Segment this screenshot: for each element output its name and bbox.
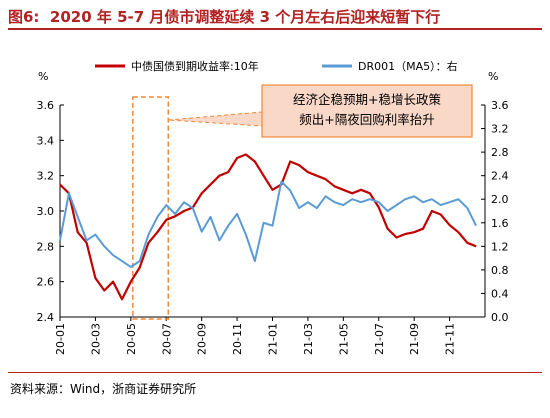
figure-title: 图6: 2020 年 5-7 月债市调整延续 3 个月左右后迎来短暂下行 — [8, 6, 440, 27]
right-tick-label: 0.0 — [491, 311, 509, 324]
callout-text-line: 频出+隔夜回购利率抬升 — [299, 112, 434, 127]
x-tick-label: 20-07 — [160, 323, 173, 355]
x-tick-label: 20-11 — [231, 323, 244, 355]
figure-title-text: 2020 年 5-7 月债市调整延续 3 个月左右后迎来短暂下行 — [49, 8, 441, 26]
right-tick-label: 2.4 — [491, 170, 509, 183]
legend: 中债国债到期收益率:10年 DR001（MA5）：右 — [95, 59, 458, 73]
series-line-cgb-10y — [59, 153, 477, 301]
legend-label-cgb-10y: 中债国债到期收益率:10年 — [131, 59, 259, 73]
right-tick-label: 1.2 — [491, 240, 509, 253]
left-tick-label: 3.6 — [37, 99, 55, 112]
left-tick-label: 2.8 — [37, 240, 55, 253]
right-tick-label: 0.8 — [491, 264, 509, 277]
callout-pointer — [168, 111, 263, 127]
bottom-rule — [8, 372, 542, 373]
series-line-dr001 — [59, 180, 477, 268]
x-tick-label: 21-03 — [302, 323, 315, 355]
x-tick-label: 20-01 — [54, 323, 67, 355]
x-tick-label: 21-11 — [444, 323, 457, 355]
callout-box — [261, 84, 473, 138]
right-tick-label: 3.6 — [491, 99, 509, 112]
left-tick-label: 3.2 — [37, 170, 55, 183]
right-tick-label: 1.6 — [491, 217, 509, 230]
x-tick-label: 21-05 — [337, 323, 350, 355]
callout-text-line: 经济企稳预期+稳增长政策 — [293, 92, 441, 107]
title-rule — [8, 28, 542, 30]
legend-label-dr001: DR001（MA5）：右 — [358, 59, 458, 73]
x-tick-label: 21-07 — [373, 323, 386, 355]
x-tick-label: 20-03 — [89, 323, 102, 355]
x-tick-label: 20-05 — [125, 323, 138, 355]
right-tick-label: 2.0 — [491, 193, 509, 206]
x-tick-label: 20-09 — [196, 323, 209, 355]
left-tick-label: 2.4 — [37, 311, 55, 324]
right-tick-label: 0.4 — [491, 287, 509, 300]
left-tick-label: 2.6 — [37, 276, 55, 289]
series-layer — [59, 153, 477, 301]
right-tick-label: 2.8 — [491, 146, 509, 159]
x-tick-label: 21-01 — [267, 323, 280, 355]
left-tick-label: 3.4 — [37, 134, 55, 147]
left-tick-label: 3.0 — [37, 205, 55, 218]
axes-layer: % % 2.4 2.6 2.8 3.0 3.2 3.4 3.6 0.0 0.4 0.8 1.2 1.6 2.… — [37, 70, 509, 355]
x-tick-label: 21-09 — [408, 323, 421, 355]
right-axis-unit: % — [488, 70, 498, 83]
right-tick-label: 3.2 — [491, 123, 509, 136]
source-note: 资料来源：Wind，浙商证券研究所 — [10, 382, 197, 396]
left-axis-unit: % — [38, 70, 48, 83]
figure-label: 图6: — [8, 8, 40, 26]
